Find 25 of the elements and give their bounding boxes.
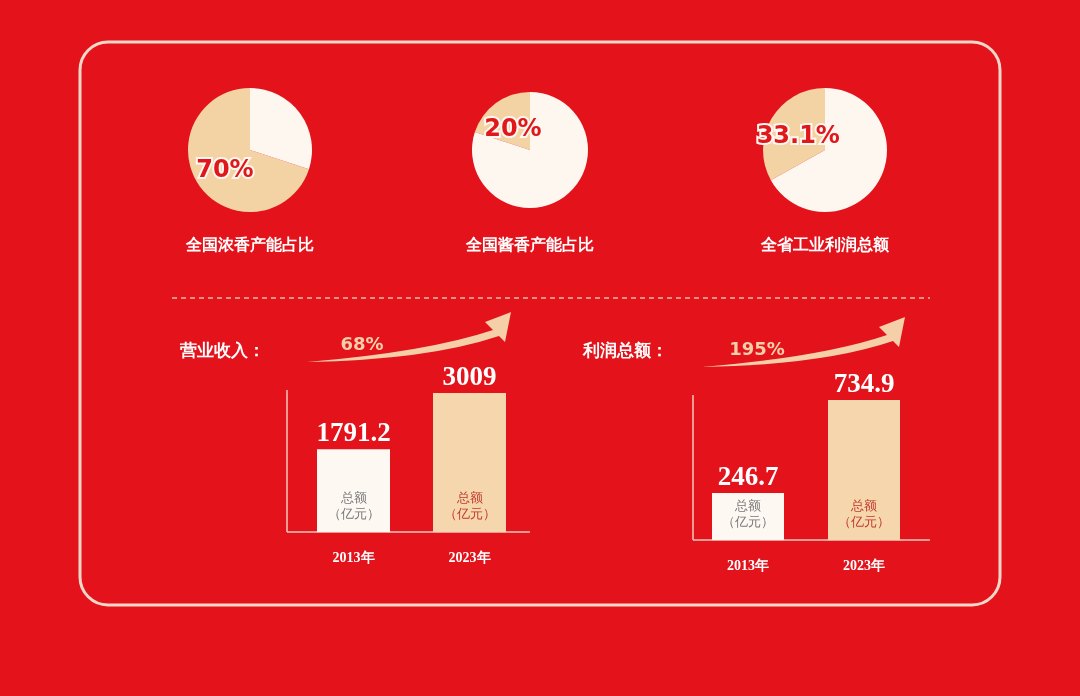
annotation: （亿元） <box>722 514 774 529</box>
text: 全国浓香产能占比 <box>185 235 314 254</box>
text: 全国酱香产能占比 <box>465 235 594 254</box>
annotation: 总额 <box>850 498 877 513</box>
data-label: 3009 <box>442 361 497 391</box>
x-tick-label: 2013年 <box>332 550 375 565</box>
annotation: （亿元） <box>838 514 890 529</box>
x-tick-label: 2023年 <box>448 550 491 565</box>
text: 全省工业利润总额 <box>760 235 890 254</box>
annotation: 总额 <box>455 490 483 505</box>
data-label: 1791.2 <box>316 417 391 448</box>
annotation: 总额 <box>734 498 761 513</box>
data-label: 20% <box>484 113 542 142</box>
data-label: 70% <box>196 155 254 184</box>
x-tick-label: 2013年 <box>727 558 769 573</box>
text: 195% <box>729 338 785 359</box>
data-label: 734.9 <box>833 368 895 398</box>
annotation: 总额 <box>339 490 367 505</box>
data-label: 246.7 <box>717 461 779 491</box>
chart-title: 营业收入： <box>178 340 265 360</box>
annotation: （亿元） <box>327 506 380 521</box>
x-tick-label: 2023年 <box>843 558 885 573</box>
text: 68% <box>340 333 384 354</box>
annotation: （亿元） <box>443 506 496 521</box>
chart-title: 利润总额： <box>581 340 668 360</box>
